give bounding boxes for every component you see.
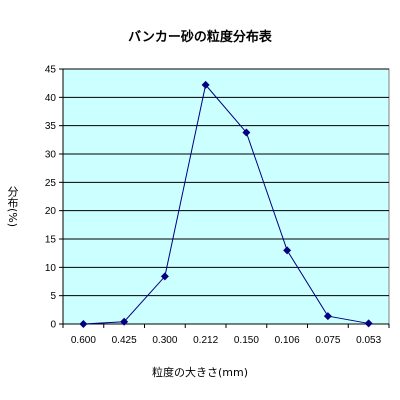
y-axis-label: 分布(%) — [6, 186, 19, 228]
y-tick-label: 10 — [45, 263, 57, 274]
data-point — [242, 128, 251, 137]
data-point — [120, 317, 129, 326]
x-tick-label: 0.425 — [112, 335, 137, 346]
y-tick-label: 45 — [45, 65, 57, 76]
y-tick-label: 35 — [45, 121, 57, 132]
x-tick-label: 0.300 — [152, 335, 177, 346]
y-tick-label: 5 — [50, 291, 56, 302]
data-point — [79, 320, 88, 328]
data-point — [160, 272, 169, 281]
data-point — [323, 312, 332, 321]
x-tick-label: 0.600 — [71, 335, 96, 346]
x-tick-label: 0.212 — [193, 335, 218, 346]
x-tick-label: 0.075 — [315, 335, 340, 346]
data-point — [283, 246, 292, 255]
x-tick-label: 0.150 — [234, 335, 259, 346]
y-tick-label: 0 — [50, 320, 56, 331]
y-tick-label: 15 — [45, 235, 57, 246]
chart-title: バンカー砂の粒度分布表 — [128, 30, 272, 45]
y-tick-label: 25 — [45, 178, 57, 189]
x-tick-label: 0.106 — [275, 335, 300, 346]
series-line — [83, 83, 369, 325]
data-point — [364, 319, 373, 328]
y-tick-label: 40 — [45, 93, 57, 104]
plot-area — [62, 68, 390, 325]
y-tick-label: 30 — [45, 150, 57, 161]
x-axis-label: 粒度の大きさ(mm) — [151, 366, 248, 379]
y-tick-label: 20 — [45, 206, 57, 217]
data-point — [201, 80, 210, 89]
x-tick-label: 0.053 — [356, 335, 381, 346]
